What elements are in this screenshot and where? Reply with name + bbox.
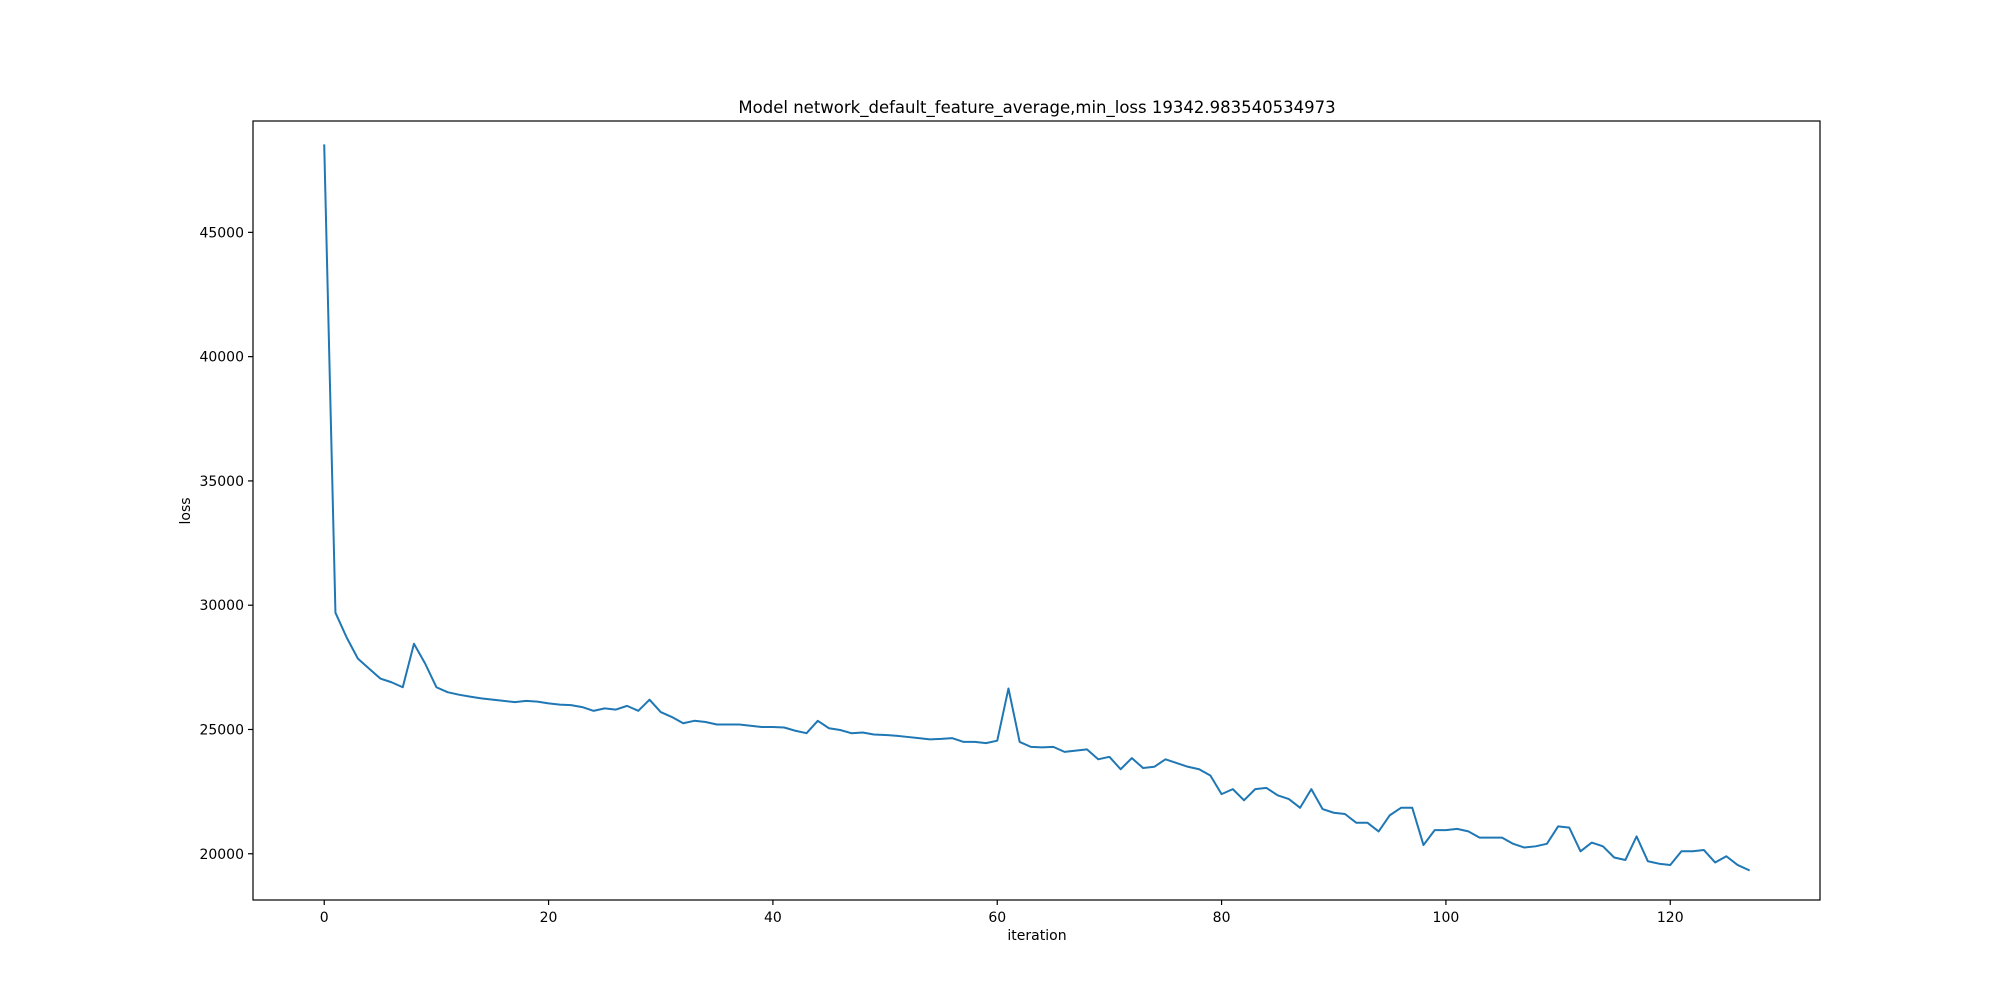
x-axis-ticks: 0 20 40 60 80 100 120 [320,900,1684,926]
x-tick-label: 120 [1657,910,1684,926]
x-tick-label: 0 [320,910,329,926]
x-tick-label: 80 [1213,910,1231,926]
y-tick-label: 45000 [199,225,244,241]
y-tick-label: 25000 [199,722,244,738]
chart-title: Model network_default_feature_average,mi… [738,98,1335,118]
plot-frame [252,120,1821,901]
y-tick-label: 40000 [199,350,244,366]
x-tick-label: 20 [540,910,558,926]
y-tick-label: 30000 [199,598,244,614]
x-tick-label: 40 [764,910,782,926]
y-axis-label: loss [178,497,194,524]
loss-series-line [323,144,1751,872]
y-tick-label: 20000 [199,847,244,863]
series-layer [323,144,1751,872]
x-tick-label: 60 [988,910,1006,926]
y-axis-ticks: 20000 25000 30000 35000 40000 45000 [199,225,253,863]
x-axis-label: iteration [1007,928,1066,944]
y-tick-label: 35000 [199,474,244,490]
x-tick-label: 100 [1433,910,1460,926]
